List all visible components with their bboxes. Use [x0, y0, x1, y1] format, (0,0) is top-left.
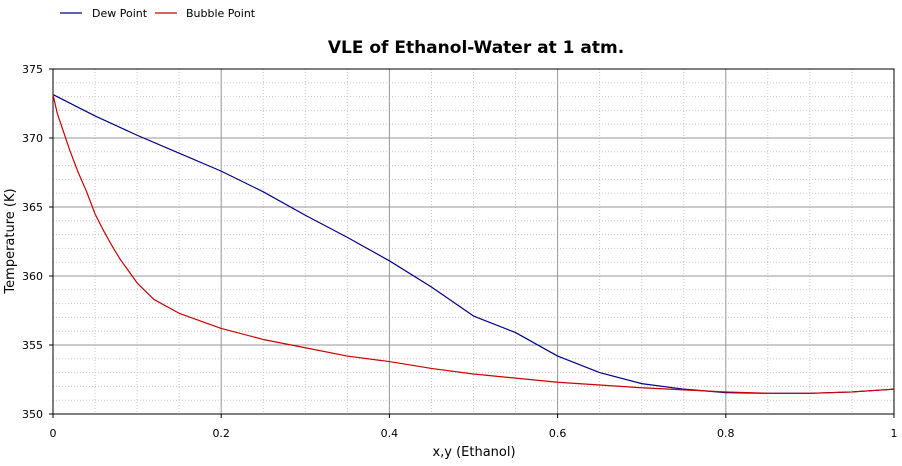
y-tick-label: 370	[22, 132, 43, 145]
x-tick-label: 0.6	[549, 427, 567, 440]
y-axis-title: Temperature (K)	[3, 188, 18, 294]
x-tick-label: 0.8	[717, 427, 735, 440]
y-tick-label: 360	[22, 270, 43, 283]
legend: Dew Point Bubble Point	[60, 7, 256, 20]
legend-label-dew-point: Dew Point	[92, 7, 148, 20]
x-tick-label: 1	[891, 427, 898, 440]
y-axis-ticks: 350 355 360 365 370 375	[22, 63, 53, 421]
series-line-bubble-point	[52, 94, 895, 394]
legend-label-bubble-point: Bubble Point	[186, 7, 256, 20]
y-tick-label: 375	[22, 63, 43, 76]
y-tick-label: 355	[22, 339, 43, 352]
x-tick-label: 0.2	[212, 427, 230, 440]
plot-border	[52, 68, 895, 415]
series-layer	[52, 93, 895, 394]
x-tick-label: 0	[50, 427, 57, 440]
chart-title: VLE of Ethanol-Water at 1 atm.	[328, 38, 624, 58]
x-axis-ticks: 0 0.2 0.4 0.6 0.8 1	[50, 414, 898, 440]
x-tick-label: 0.4	[381, 427, 399, 440]
x-axis-title: x,y (Ethanol)	[432, 445, 515, 460]
y-tick-label: 350	[22, 408, 43, 421]
y-tick-label: 365	[22, 201, 43, 214]
